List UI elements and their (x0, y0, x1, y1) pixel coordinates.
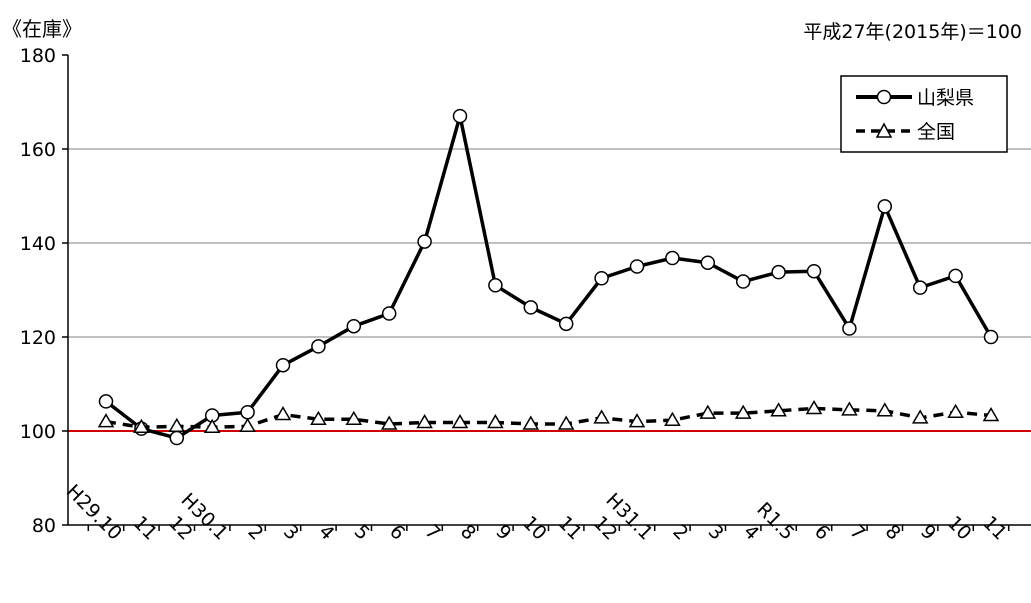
data-point (416, 414, 433, 429)
data-point (876, 402, 894, 417)
data-point (488, 278, 503, 293)
data-point (734, 404, 752, 419)
data-point (982, 407, 1000, 422)
data-point (665, 250, 680, 266)
data-point (346, 318, 362, 334)
data-point (133, 418, 150, 433)
x-tick-label: 11 (129, 512, 162, 545)
x-tick-label: 2 (244, 520, 268, 544)
x-tick-label: 9 (916, 520, 940, 544)
data-point (203, 418, 221, 433)
x-tick-label: 6 (385, 520, 409, 544)
data-point (700, 255, 716, 270)
x-tick-label: 7 (421, 520, 445, 544)
data-point (593, 409, 610, 424)
data-point (877, 199, 893, 214)
legend-label-national: 全国 (917, 121, 955, 143)
series-yamanashi (98, 108, 999, 446)
data-point (487, 414, 504, 429)
data-point (629, 259, 645, 274)
legend-label-yamanashi: 山梨県 (917, 87, 974, 109)
series-line (104, 114, 993, 440)
data-point (699, 404, 717, 419)
legend-marker-yamanashi (876, 89, 892, 105)
data-point (274, 406, 292, 421)
data-point (911, 409, 929, 424)
data-point (947, 403, 964, 418)
y-tick-label: 180 (20, 45, 56, 67)
series-national (97, 399, 1000, 433)
x-tick-label: 7 (845, 520, 869, 544)
x-tick-label: 3 (704, 520, 728, 544)
x-tick-label: 6 (810, 520, 834, 544)
data-point (558, 316, 574, 332)
data-point (557, 415, 575, 430)
x-tick-label: 2 (668, 520, 692, 544)
x-tick-label: 8 (456, 520, 480, 544)
x-tick-label: 4 (314, 520, 338, 544)
data-point (842, 321, 857, 336)
legend: 山梨県 全国 (840, 75, 1008, 153)
x-tick-label: R1.5 (752, 498, 798, 544)
data-point (770, 402, 787, 417)
x-tick-label: 4 (739, 520, 763, 544)
data-point (451, 414, 469, 429)
x-tick-label: 10 (518, 512, 551, 545)
x-tick-label: 3 (279, 520, 303, 544)
data-point (169, 430, 185, 446)
data-point (240, 404, 255, 420)
data-point (239, 417, 256, 433)
chart-subtitle: 平成27年(2015年)＝100 (803, 21, 1022, 43)
chart-title: 《在庫》 (2, 17, 82, 41)
y-tick-label: 80 (32, 515, 56, 537)
data-point (275, 357, 291, 373)
x-tick-label: 11 (554, 512, 587, 545)
x-tick-label: 9 (491, 520, 515, 544)
series-line (105, 406, 992, 429)
data-point (594, 271, 609, 286)
data-point (97, 413, 115, 428)
data-point (310, 410, 327, 425)
data-point (417, 234, 432, 249)
data-point (771, 264, 786, 280)
y-tick-label: 160 (20, 139, 56, 161)
x-tick-label: 11 (978, 512, 1011, 545)
data-point (380, 415, 398, 430)
data-point (345, 410, 363, 425)
data-point (841, 401, 858, 416)
x-tick-label: 8 (881, 520, 905, 544)
x-tick-label: H29.10 (62, 480, 126, 544)
data-point (806, 263, 822, 279)
data-point (948, 268, 963, 284)
data-point (311, 339, 326, 354)
data-point (168, 417, 186, 433)
legend-marker-national (875, 122, 893, 138)
y-tick-label: 140 (20, 233, 56, 255)
gridlines (68, 148, 1031, 338)
data-point (381, 306, 397, 321)
data-point (983, 329, 999, 345)
data-point (522, 415, 540, 430)
legend-box (840, 75, 1008, 153)
data-point (805, 399, 823, 415)
y-tick-label: 120 (20, 327, 56, 349)
x-tick-label: 10 (943, 512, 976, 545)
data-point (98, 394, 114, 409)
data-point (452, 108, 468, 124)
data-point (523, 300, 539, 315)
data-point (628, 413, 646, 428)
data-point (912, 280, 928, 295)
data-point (735, 274, 751, 289)
x-tick-label: 5 (350, 520, 374, 544)
y-tick-label: 100 (20, 421, 56, 443)
data-point (664, 411, 681, 426)
series (97, 108, 1000, 446)
